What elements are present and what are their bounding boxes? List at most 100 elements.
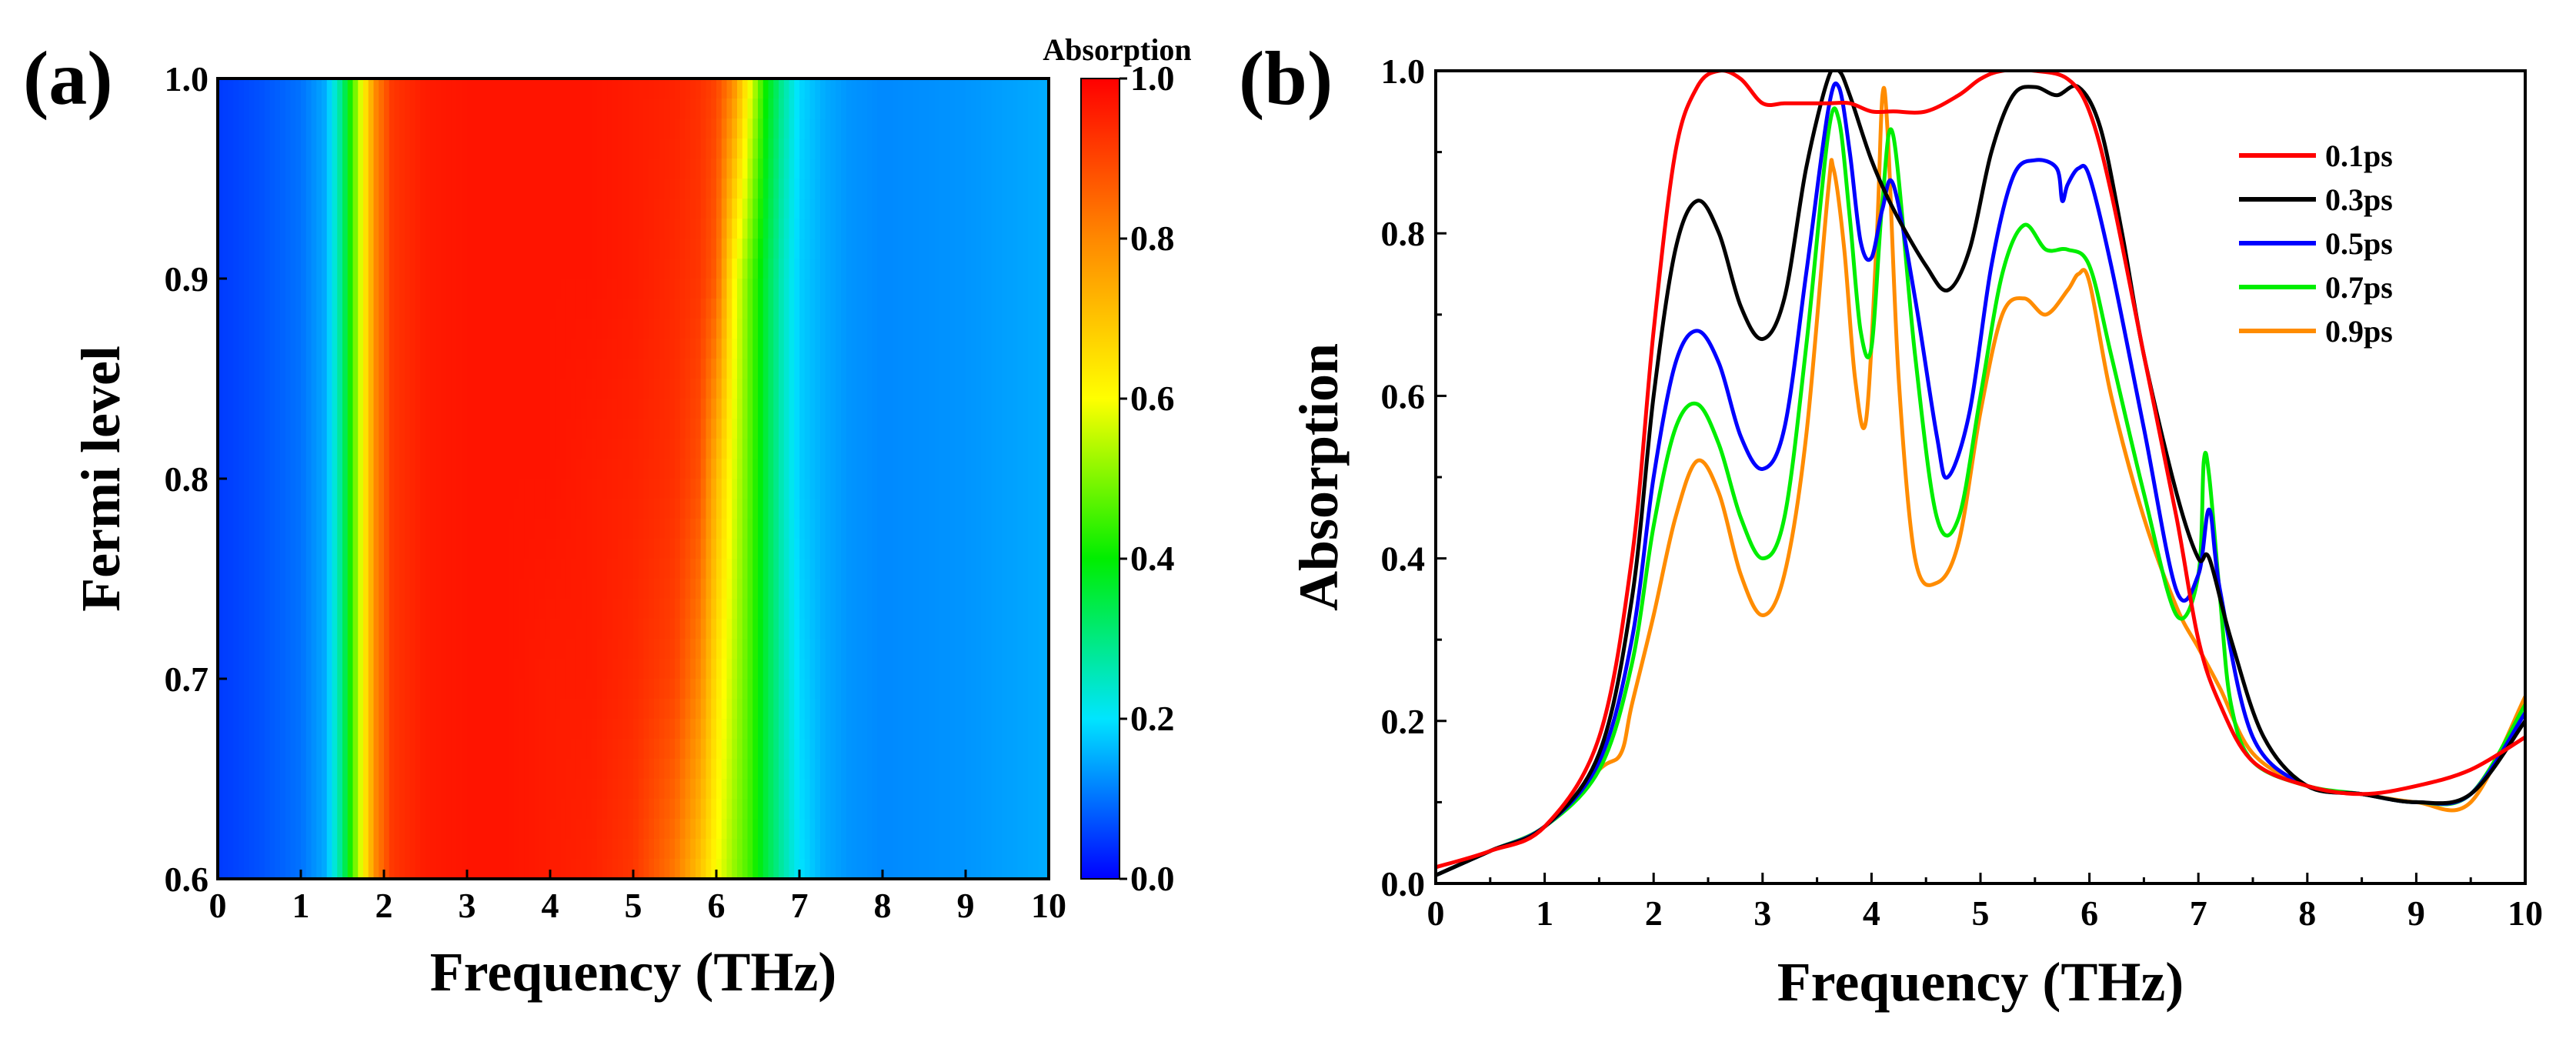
heatmap-cell xyxy=(939,579,946,599)
heatmap-cell xyxy=(295,459,302,479)
heatmap-cell xyxy=(960,619,966,640)
heatmap-cell xyxy=(768,519,775,539)
heatmap-cell xyxy=(492,559,499,579)
heatmap-cell xyxy=(779,459,785,479)
heatmap-cell xyxy=(316,119,322,139)
heatmap-cell xyxy=(1033,659,1039,680)
heatmap-cell xyxy=(545,299,551,319)
heatmap-cell xyxy=(986,179,993,199)
heatmap-cell xyxy=(435,299,442,319)
heatmap-cell xyxy=(352,439,359,459)
heatmap-cell xyxy=(1012,659,1019,680)
heatmap-cell xyxy=(1023,299,1029,319)
heatmap-cell xyxy=(259,419,265,439)
heatmap-cell xyxy=(352,199,359,219)
heatmap-cell xyxy=(633,299,639,319)
heatmap-cell xyxy=(628,499,634,519)
heatmap-cell xyxy=(264,399,271,419)
heatmap-cell xyxy=(779,499,785,519)
heatmap-cell xyxy=(311,379,318,399)
heatmap-cell xyxy=(1012,379,1019,399)
heatmap-cell xyxy=(326,659,333,680)
heatmap-cell xyxy=(628,539,634,559)
heatmap-cell xyxy=(794,219,800,239)
heatmap-cell xyxy=(732,99,738,119)
heatmap-cell xyxy=(576,579,582,599)
heatmap-cell xyxy=(893,379,899,399)
heatmap-cell xyxy=(945,319,951,339)
heatmap-cell xyxy=(592,399,598,419)
heatmap-cell xyxy=(862,179,868,199)
heatmap-cell xyxy=(394,139,401,159)
heatmap-cell xyxy=(560,159,567,179)
heatmap-cell xyxy=(254,99,260,119)
heatmap-cell xyxy=(711,179,717,199)
heatmap-cell xyxy=(399,619,405,640)
heatmap-cell xyxy=(446,159,452,179)
heatmap-cell xyxy=(669,599,676,620)
heatmap-cell xyxy=(488,259,494,279)
heatmap-cell xyxy=(571,619,577,640)
heatmap-cell xyxy=(441,159,447,179)
heatmap-cell xyxy=(711,659,717,680)
heatmap-cell xyxy=(883,499,889,519)
heatmap-cell xyxy=(887,459,894,479)
heatmap-cell xyxy=(846,219,853,239)
heatmap-cell xyxy=(887,78,894,99)
heatmap-cell xyxy=(815,399,821,419)
heatmap-cell xyxy=(809,379,816,399)
heatmap-cell xyxy=(218,259,224,279)
heatmap-cell xyxy=(280,399,286,419)
heatmap-cell xyxy=(545,419,551,439)
heatmap-cell xyxy=(363,579,369,599)
heatmap-cell xyxy=(779,299,785,319)
heatmap-cell xyxy=(716,159,722,179)
heatmap-cell xyxy=(602,99,609,119)
heatmap-cell xyxy=(586,339,592,359)
heatmap-cell xyxy=(264,78,271,99)
heatmap-cell xyxy=(612,579,619,599)
heatmap-cell xyxy=(560,499,567,519)
heatmap-cell xyxy=(409,279,416,299)
heatmap-cell xyxy=(280,519,286,539)
heatmap-cell xyxy=(409,679,416,700)
heatmap-cell xyxy=(893,479,899,499)
heatmap-cell xyxy=(726,259,733,279)
heatmap-cell xyxy=(446,359,452,379)
heatmap-cell xyxy=(389,359,395,379)
heatmap-cell xyxy=(218,439,224,459)
heatmap-cell xyxy=(685,579,692,599)
heatmap-cell xyxy=(529,219,536,239)
heatmap-cell xyxy=(862,399,868,419)
heatmap-cell xyxy=(700,599,707,620)
heatmap-cell xyxy=(571,339,577,359)
heatmap-cell xyxy=(435,439,442,459)
heatmap-cell xyxy=(851,299,858,319)
heatmap-cell xyxy=(425,639,432,660)
heatmap-cell xyxy=(322,439,328,459)
heatmap-cell xyxy=(441,259,447,279)
heatmap-cell xyxy=(773,219,779,239)
heatmap-cell xyxy=(555,539,562,559)
heatmap-cell xyxy=(628,199,634,219)
heatmap-cell xyxy=(295,359,302,379)
heatmap-cell xyxy=(996,259,1003,279)
heatmap-cell xyxy=(555,199,562,219)
heatmap-cell xyxy=(363,699,369,720)
heatmap-cell xyxy=(612,659,619,680)
heatmap-cell xyxy=(742,239,749,259)
heatmap-cell xyxy=(566,499,572,519)
heatmap-cell xyxy=(955,339,962,359)
heatmap-cell xyxy=(394,179,401,199)
heatmap-cell xyxy=(285,139,292,159)
heatmap-cell xyxy=(373,459,380,479)
heatmap-cell xyxy=(856,619,863,640)
heatmap-cell xyxy=(555,299,562,319)
heatmap-cell xyxy=(571,579,577,599)
heatmap-cell xyxy=(768,199,775,219)
heatmap-cell xyxy=(866,399,873,419)
heatmap-cell xyxy=(913,519,920,539)
heatmap-cell xyxy=(233,239,239,259)
heatmap-cell xyxy=(488,99,494,119)
heatmap-cell xyxy=(903,139,909,159)
